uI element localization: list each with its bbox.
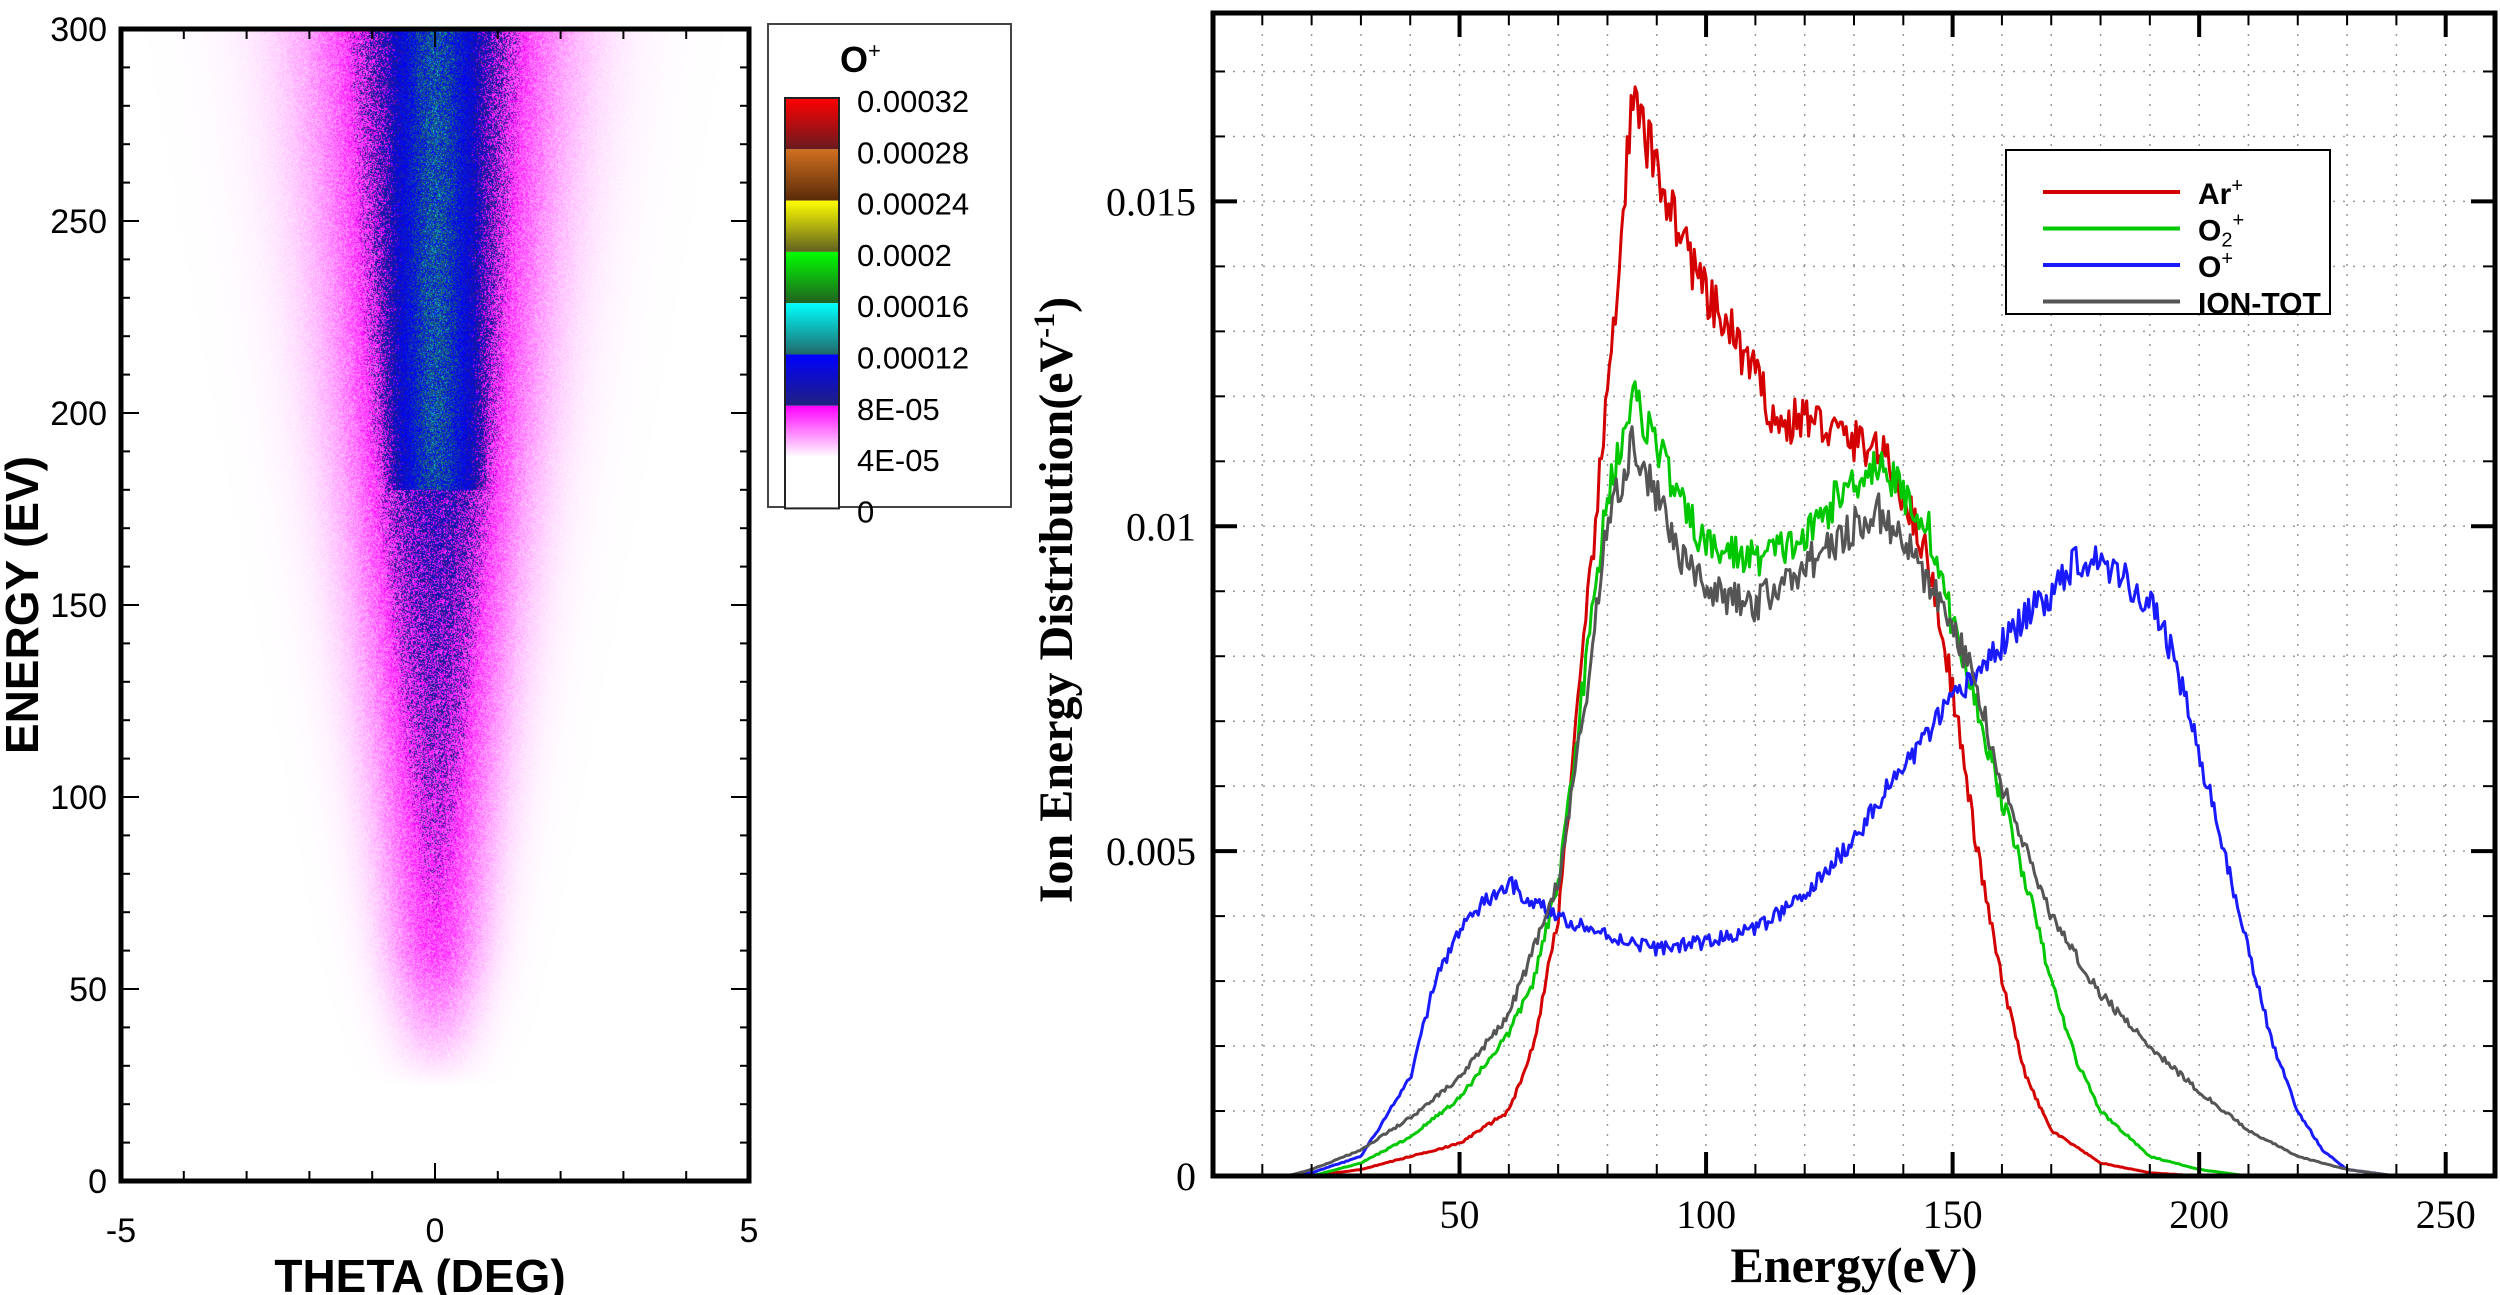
right-x-tick-label: 200 — [2169, 1192, 2229, 1237]
left-x-tick-label: -5 — [106, 1212, 136, 1250]
right-x-tick-label: 250 — [2416, 1192, 2476, 1237]
colorbar-segment — [785, 303, 839, 355]
colorbar-segment — [785, 200, 839, 252]
legend-label: Ar+ — [2198, 175, 2243, 211]
colorbar-label: 0.00016 — [857, 289, 969, 324]
right-x-axis-title: Energy(eV) — [1730, 1237, 1977, 1293]
left-y-tick-label: 100 — [50, 779, 107, 817]
right-x-tick-label: 100 — [1676, 1192, 1736, 1237]
colorbar-title: O+ — [840, 38, 881, 80]
colorbar-segment — [785, 149, 839, 201]
left-y-tick-label: 0 — [88, 1163, 107, 1201]
left-plot-frame — [118, 26, 752, 1184]
right-plot: 50 100 150 200 250 0 0.005 0.01 0.015 Energy(eV… — [1028, 10, 2498, 1293]
right-x-tick-label: 50 — [1440, 1192, 1480, 1237]
colorbar-label: 0.00024 — [857, 187, 969, 222]
right-y-axis-title: Ion Energy Distribution(eV-1) — [1028, 297, 1083, 903]
left-y-axis-title: ENERGY (EV) — [0, 456, 48, 754]
legend: Ar+O2+O+ ION-TOT — [2005, 149, 2331, 321]
left-y-tick-label: 200 — [50, 395, 107, 433]
legend-label: O2+ — [2198, 210, 2244, 252]
left-y-tick-label: 50 — [69, 971, 107, 1009]
right-x-tick-label: 150 — [1923, 1192, 1983, 1237]
colorbar-label: 0.00012 — [857, 341, 969, 376]
colorbar-label: 0.00032 — [857, 84, 969, 119]
colorbar-label: 0.0002 — [857, 238, 952, 273]
left-axis-ticks — [120, 28, 750, 1182]
colorbar-outline — [784, 97, 840, 510]
left-y-tick-label: 250 — [50, 203, 107, 241]
legend-label: O+ — [2198, 248, 2233, 284]
colorbar-segment — [785, 98, 839, 150]
right-y-tick-label: 0.015 — [1106, 179, 1196, 224]
series-line-2 — [1286, 545, 2494, 1178]
colorbar-segment — [785, 405, 839, 458]
colorbar-segment — [785, 354, 839, 406]
left-x-axis-title: THETA (DEG) — [274, 1250, 565, 1295]
legend-box — [2005, 149, 2331, 315]
legend-label: ION-TOT — [2198, 288, 2321, 321]
colorbar-label: 0.00028 — [857, 135, 969, 170]
colorbar-segment — [785, 251, 839, 304]
colorbar-label: 4E-05 — [857, 443, 940, 478]
right-y-tick-label: 0.005 — [1106, 829, 1196, 874]
left-y-tick-label: 150 — [50, 587, 107, 625]
colorbar-legend: O+ 0.00032 0.00028 0.00024 0.0002 0.00016 0.0… — [767, 23, 1012, 529]
colorbar-label: 0 — [857, 494, 874, 529]
heatmap-image — [121, 29, 749, 1181]
left-x-tick-label: 0 — [426, 1212, 445, 1250]
right-y-tick-label: 0 — [1176, 1154, 1196, 1199]
left-x-tick-label: 5 — [740, 1212, 759, 1250]
right-y-tick-label: 0.01 — [1126, 504, 1196, 549]
left-plot: -5 0 5 0 50 100 150 200 250 300 THETA (DEG) EN… — [0, 11, 758, 1295]
colorbar-label: 8E-05 — [857, 392, 940, 427]
series-line-3 — [1286, 425, 2494, 1178]
right-axis-ticks — [1213, 13, 2495, 1176]
left-y-tick-label: 300 — [50, 11, 107, 49]
colorbar-segment — [785, 457, 839, 509]
